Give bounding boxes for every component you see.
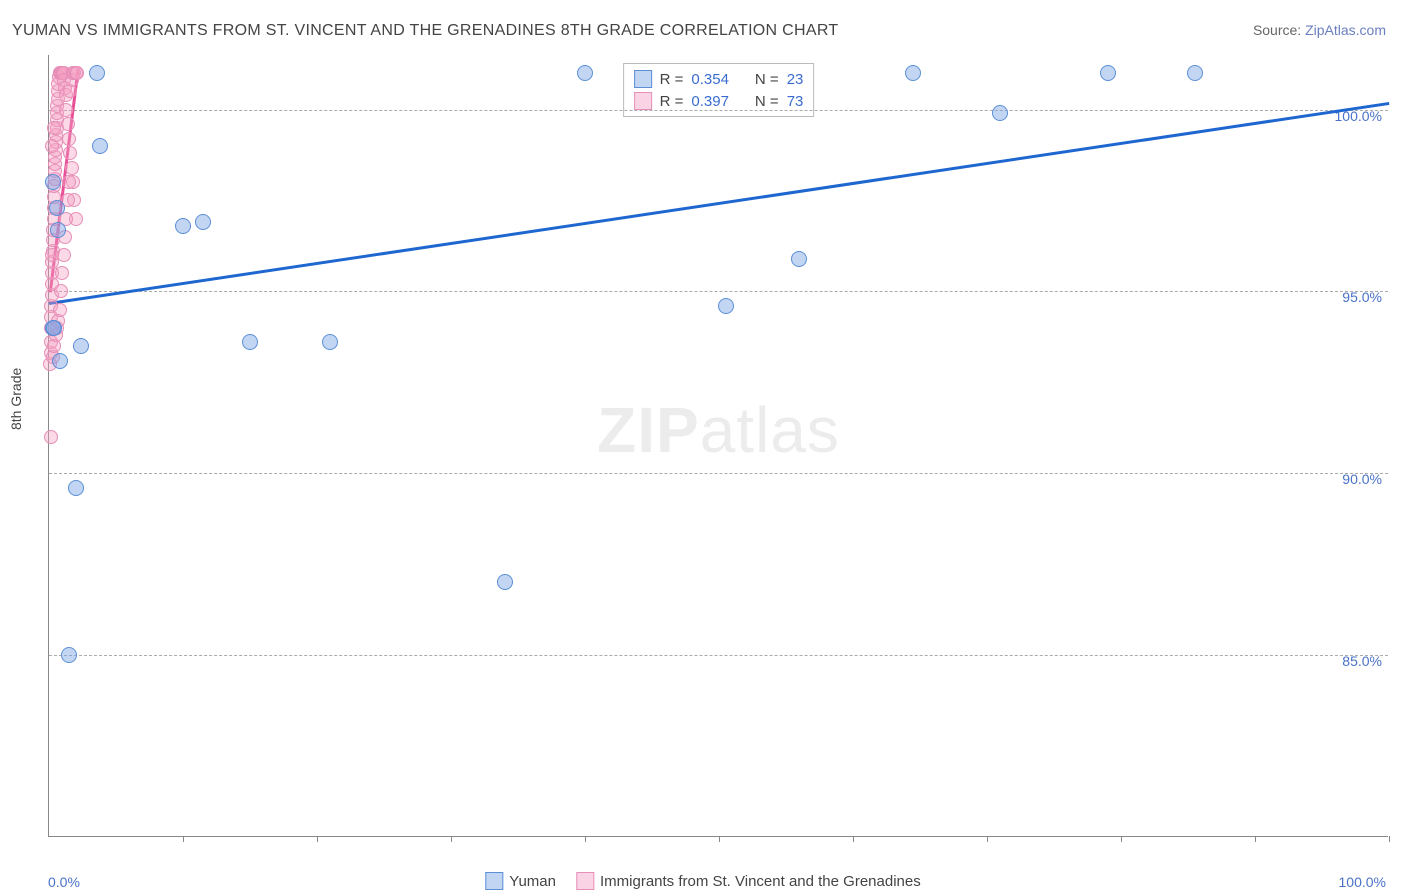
data-point bbox=[718, 298, 734, 314]
series-name-pink: Immigrants from St. Vincent and the Gren… bbox=[600, 873, 921, 890]
n-value-blue: 23 bbox=[787, 71, 804, 88]
data-point bbox=[242, 334, 258, 350]
data-point bbox=[61, 117, 75, 131]
data-point bbox=[791, 251, 807, 267]
data-point bbox=[992, 105, 1008, 121]
ytick-label: 85.0% bbox=[1342, 653, 1382, 669]
data-point bbox=[175, 218, 191, 234]
data-point bbox=[45, 248, 59, 262]
data-point bbox=[44, 430, 58, 444]
data-point bbox=[54, 284, 68, 298]
source-credit: Source: ZipAtlas.com bbox=[1253, 22, 1386, 38]
xtick bbox=[451, 836, 452, 842]
watermark-rest: atlas bbox=[700, 394, 840, 466]
r-label-blue: R = bbox=[660, 71, 684, 88]
data-point bbox=[45, 174, 61, 190]
data-point bbox=[55, 266, 69, 280]
chart-title: YUMAN VS IMMIGRANTS FROM ST. VINCENT AND… bbox=[12, 22, 838, 40]
scatter-plot: ZIPatlas R = 0.354 N = 23 R = 0.397 N = … bbox=[48, 55, 1388, 837]
data-point bbox=[1187, 65, 1203, 81]
watermark-bold: ZIP bbox=[597, 394, 700, 466]
data-point bbox=[577, 65, 593, 81]
n-value-pink: 73 bbox=[787, 93, 804, 110]
n-label-pink: N = bbox=[755, 93, 779, 110]
gridline-h bbox=[49, 473, 1388, 474]
watermark: ZIPatlas bbox=[597, 393, 840, 467]
data-point bbox=[68, 480, 84, 496]
data-point bbox=[497, 574, 513, 590]
gridline-h bbox=[49, 655, 1388, 656]
xaxis-min-label: 0.0% bbox=[48, 874, 80, 890]
xtick bbox=[987, 836, 988, 842]
r-value-blue: 0.354 bbox=[691, 71, 729, 88]
r-value-pink: 0.397 bbox=[691, 93, 729, 110]
data-point bbox=[49, 200, 65, 216]
gridline-h bbox=[49, 110, 1388, 111]
data-point bbox=[46, 320, 62, 336]
legend-row-blue: R = 0.354 N = 23 bbox=[634, 68, 804, 90]
data-point bbox=[63, 146, 77, 160]
data-point bbox=[195, 214, 211, 230]
data-point bbox=[92, 138, 108, 154]
yaxis-label: 8th Grade bbox=[8, 368, 24, 430]
n-label-blue: N = bbox=[755, 71, 779, 88]
data-point bbox=[53, 303, 67, 317]
gridline-h bbox=[49, 291, 1388, 292]
data-point bbox=[73, 338, 89, 354]
data-point bbox=[47, 121, 61, 135]
swatch-pink-icon bbox=[576, 872, 594, 890]
xaxis-max-label: 100.0% bbox=[1339, 874, 1386, 890]
xtick bbox=[1389, 836, 1390, 842]
swatch-blue-icon bbox=[485, 872, 503, 890]
series-legend: Yuman Immigrants from St. Vincent and th… bbox=[485, 872, 920, 890]
data-point bbox=[57, 248, 71, 262]
legend-item-blue: Yuman bbox=[485, 872, 556, 890]
data-point bbox=[45, 139, 59, 153]
source-label: Source: bbox=[1253, 22, 1305, 38]
data-point bbox=[62, 132, 76, 146]
swatch-blue bbox=[634, 70, 652, 88]
trendline bbox=[49, 102, 1389, 305]
ytick-label: 95.0% bbox=[1342, 289, 1382, 305]
data-point bbox=[322, 334, 338, 350]
data-point bbox=[59, 103, 73, 117]
xtick bbox=[1255, 836, 1256, 842]
r-label-pink: R = bbox=[660, 93, 684, 110]
data-point bbox=[52, 353, 68, 369]
data-point bbox=[70, 66, 84, 80]
data-point bbox=[50, 222, 66, 238]
swatch-pink bbox=[634, 92, 652, 110]
xtick bbox=[719, 836, 720, 842]
data-point bbox=[65, 161, 79, 175]
legend-item-pink: Immigrants from St. Vincent and the Gren… bbox=[576, 872, 921, 890]
xtick bbox=[183, 836, 184, 842]
xtick bbox=[853, 836, 854, 842]
ytick-label: 90.0% bbox=[1342, 471, 1382, 487]
data-point bbox=[905, 65, 921, 81]
data-point bbox=[61, 647, 77, 663]
xtick bbox=[1121, 836, 1122, 842]
data-point bbox=[62, 175, 76, 189]
xtick bbox=[585, 836, 586, 842]
xtick bbox=[317, 836, 318, 842]
data-point bbox=[89, 65, 105, 81]
series-name-blue: Yuman bbox=[509, 873, 556, 890]
source-link[interactable]: ZipAtlas.com bbox=[1305, 22, 1386, 38]
data-point bbox=[1100, 65, 1116, 81]
